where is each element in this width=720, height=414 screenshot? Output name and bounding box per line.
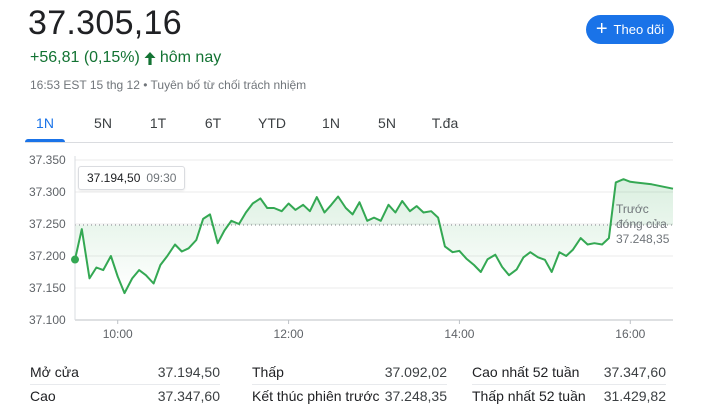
stat-low-label: Thấp <box>252 364 284 380</box>
tab-1-month[interactable]: 1T <box>149 115 167 131</box>
tab-5-days[interactable]: 5N <box>94 115 112 131</box>
tab-max[interactable]: T.đa <box>431 115 459 131</box>
stat-high-value: 37.347,60 <box>157 388 220 404</box>
x-tick-label: 10:00 <box>103 327 133 341</box>
stat-separator <box>472 384 666 385</box>
x-tick-label: 14:00 <box>444 327 474 341</box>
tooltip-value: 37.194,50 <box>87 171 141 185</box>
y-tick-label: 37.200 <box>29 249 66 263</box>
previous-close-value: 37.248,35 <box>616 232 670 246</box>
tooltip-time: 09:30 <box>146 171 177 185</box>
price-area <box>75 179 673 294</box>
x-tick-label: 16:00 <box>615 327 645 341</box>
tab-1-year[interactable]: 1N <box>322 115 340 131</box>
tab-1-day[interactable]: 1N <box>25 108 65 142</box>
stat-low-value: 37.092,02 <box>384 364 447 380</box>
y-tick-label: 37.300 <box>29 185 66 199</box>
price-chart-svg: 37.350 37.300 37.250 37.200 37.150 37.100 10:0… <box>29 153 674 341</box>
tab-5-years[interactable]: 5N <box>378 115 396 131</box>
x-tick-label: 12:00 <box>274 327 304 341</box>
price-change-value: +56,81 (0,15%) <box>30 49 140 66</box>
hover-point <box>71 255 79 264</box>
timestamp-disclaimer: 16:53 EST 15 thg 12 • Tuyên bố từ chối t… <box>30 78 307 92</box>
stat-high-label: Cao <box>30 388 56 404</box>
stat-open-value: 37.194,50 <box>157 364 220 380</box>
tab-ytd[interactable]: YTD <box>258 115 286 131</box>
y-tick-label: 37.150 <box>29 281 66 295</box>
y-tick-label: 37.350 <box>29 153 66 167</box>
stat-prev-close-label: Kết thúc phiên trước <box>252 388 380 404</box>
tab-6-months[interactable]: 6T <box>204 115 222 131</box>
price-change-period: hôm nay <box>159 49 222 66</box>
stat-52w-low-label: Thấp nhất 52 tuần <box>472 388 586 404</box>
stat-52w-high-label: Cao nhất 52 tuần <box>472 364 580 380</box>
hover-tooltip: 37.194,50 09:30 <box>78 166 186 190</box>
price-change: +56,81 (0,15%) hôm nay <box>30 49 221 67</box>
follow-button-label: Theo dõi <box>613 22 665 37</box>
stat-separator <box>252 384 447 385</box>
arrow-up-icon <box>144 51 156 65</box>
stat-open-label: Mở cửa <box>30 364 79 380</box>
follow-button[interactable]: + Theo dõi <box>586 15 674 44</box>
y-tick-label: 37.100 <box>29 313 66 327</box>
stat-prev-close-value: 37.248,35 <box>384 388 447 404</box>
stat-separator <box>30 384 220 385</box>
stats-table: Mở cửa 37.194,50 Cao 37.347,60 Thấp 37.0… <box>30 364 670 408</box>
tabs-divider <box>25 142 673 143</box>
previous-close-label: Trước <box>616 202 649 216</box>
stat-52w-low-value: 31.429,82 <box>603 388 666 404</box>
current-price: 37.305,16 <box>28 4 182 42</box>
plus-icon: + <box>595 17 608 40</box>
stat-52w-high-value: 37.347,60 <box>603 364 666 380</box>
y-tick-label: 37.250 <box>29 217 66 231</box>
price-chart[interactable]: 37.350 37.300 37.250 37.200 37.150 37.100 10:0… <box>0 148 720 348</box>
previous-close-label: đóng cửa <box>616 217 667 231</box>
price-line <box>74 178 674 295</box>
